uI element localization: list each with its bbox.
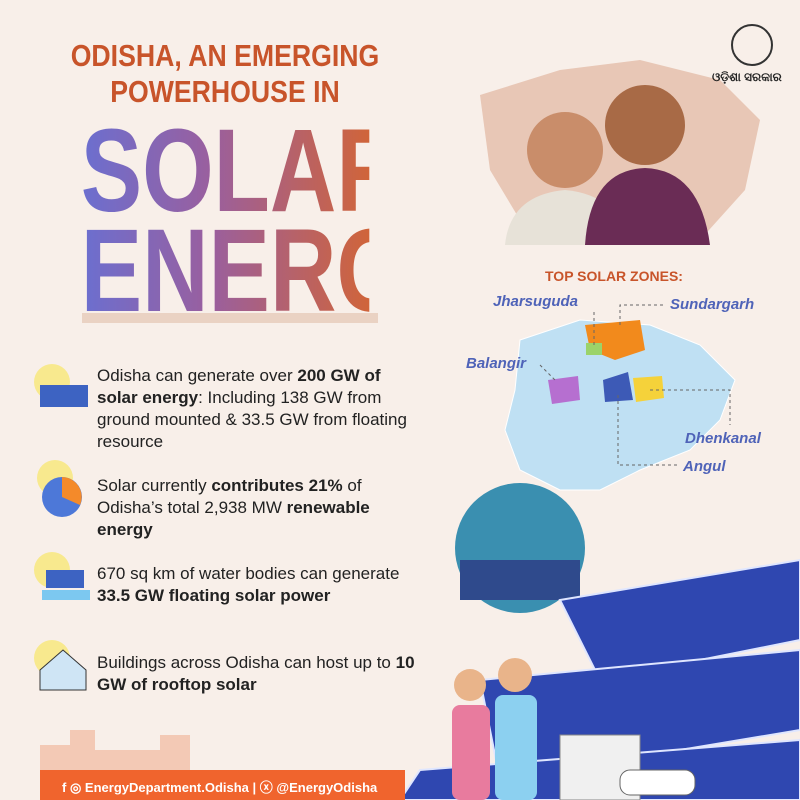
zone-label: Jharsuguda — [493, 293, 579, 310]
figure — [452, 705, 490, 800]
portrait — [585, 168, 710, 245]
title-big: SOLAR — [80, 105, 403, 237]
portrait — [527, 112, 603, 188]
zone-label: Angul — [683, 458, 726, 475]
figure — [498, 658, 532, 692]
zone-angul — [603, 372, 633, 402]
zone-label: Dhenkanal — [685, 430, 761, 447]
car — [619, 769, 696, 796]
fact-icons — [34, 364, 90, 691]
fact-text: Solar currently — [97, 476, 212, 495]
footer-bar — [40, 770, 405, 800]
leader-lines — [539, 304, 731, 466]
zone-label: Sundargarh — [670, 296, 755, 313]
zone-jharsuguda — [586, 343, 602, 355]
fact: Buildings across Odisha can host up to 1… — [97, 652, 417, 696]
fact-text: 200 GW of solar energy — [97, 366, 381, 407]
divider — [82, 313, 378, 323]
title-line: ODISHA, AN EMERGING — [70, 38, 380, 73]
fact: Odisha can generate over 200 GW of solar… — [97, 365, 417, 453]
footer-handle[interactable]: @EnergyOdisha — [276, 780, 378, 795]
zone-label: Balangir — [466, 355, 527, 372]
fact-text: Buildings across Odisha can host up to — [97, 653, 396, 672]
figure — [495, 695, 537, 800]
fact: 670 sq km of water bodies can generate 3… — [97, 563, 417, 607]
fact-text: 33.5 GW floating solar power — [97, 586, 331, 605]
skyline — [40, 730, 190, 770]
fact: Solar currently contributes 21% of Odish… — [97, 475, 417, 541]
fact-text: : Including 138 GW from ground mounted &… — [97, 388, 407, 451]
photo-panels — [460, 560, 580, 600]
fact-text: renewable energy — [97, 498, 370, 539]
footer: f ◎ EnergyDepartment.Odisha | ⓧ @EnergyO… — [62, 777, 377, 796]
logo-text: ଓଡ଼ିଶା ସରକାର — [712, 70, 782, 84]
facebook-icon: f ◎ — [62, 780, 82, 795]
figure — [454, 669, 486, 701]
footer-handle[interactable]: EnergyDepartment.Odisha — [84, 780, 249, 795]
separator: | ⓧ — [252, 780, 277, 795]
zone-dhenkanal — [633, 376, 664, 402]
map-title: TOP SOLAR ZONES: — [545, 268, 683, 284]
fact-text: of Odisha’s total 2,938 MW — [97, 476, 362, 517]
title-big: ENERGY — [80, 205, 470, 337]
logo-emblem — [731, 24, 773, 66]
portrait — [605, 85, 685, 165]
title-line: POWERHOUSE IN — [110, 74, 340, 109]
state-map — [504, 319, 736, 491]
zone-balangir — [548, 376, 580, 404]
fact-text: Odisha can generate over — [97, 366, 298, 385]
fact-text: 670 sq km of water bodies can generate — [97, 564, 400, 583]
fact-text: contributes 21% — [211, 476, 343, 495]
fact-text: 10 GW of rooftop solar — [97, 653, 415, 694]
